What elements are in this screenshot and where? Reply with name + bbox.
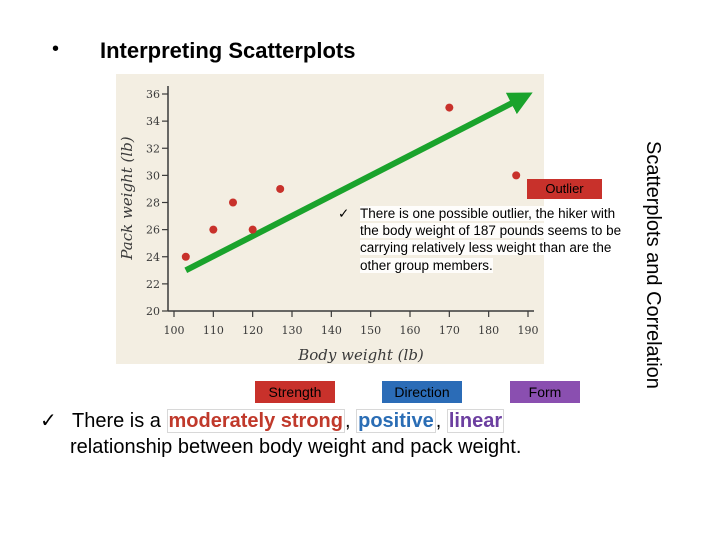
checkmark-icon: ✓ xyxy=(40,410,57,432)
data-point xyxy=(512,171,521,180)
outlier-label: Outlier xyxy=(527,179,602,199)
conclusion-line-1: There is a moderately strong, positive, … xyxy=(72,408,505,434)
slide-title: Interpreting Scatterplots xyxy=(100,38,356,63)
direction-tag: Direction xyxy=(382,381,462,403)
direction-keyword: positive xyxy=(356,409,436,433)
trend-arrow xyxy=(184,92,533,273)
comma: , xyxy=(344,410,351,432)
comma: , xyxy=(435,410,442,432)
y-tick-label: 20 xyxy=(146,305,160,318)
strength-tag: Strength xyxy=(255,381,335,403)
x-tick-label: 120 xyxy=(242,324,263,337)
data-point xyxy=(181,252,190,261)
x-tick-label: 100 xyxy=(164,324,185,337)
title-bullet: • xyxy=(52,38,60,60)
x-tick-label: 170 xyxy=(439,324,460,337)
data-point xyxy=(445,103,454,112)
x-axis-label: Body weight (lb) xyxy=(297,346,424,364)
x-tick-label: 110 xyxy=(203,324,224,337)
data-point xyxy=(248,225,257,234)
checkmark-icon: ✓ xyxy=(338,206,350,221)
y-axis-label: Pack weight (lb) xyxy=(118,136,136,260)
x-tick-label: 160 xyxy=(400,324,421,337)
form-keyword: linear xyxy=(446,409,505,433)
x-tick-label: 180 xyxy=(478,324,499,337)
y-tick-label: 36 xyxy=(146,88,160,101)
outlier-note-text: There is one possible outlier, the hiker… xyxy=(360,206,622,273)
y-tick-label: 28 xyxy=(146,197,160,210)
conclusion-line-2: relationship between body weight and pac… xyxy=(70,436,522,458)
data-point xyxy=(276,184,285,193)
strength-keyword: moderately strong xyxy=(166,409,345,433)
y-tick-label: 26 xyxy=(146,224,160,237)
y-tick-label: 34 xyxy=(146,115,160,128)
x-tick-label: 130 xyxy=(282,324,303,337)
scatterplot-chart: 20 22 24 26 28 30 32 34 36 100 110 120 130 140 150 160… xyxy=(118,86,539,364)
x-tick-label: 150 xyxy=(360,324,381,337)
y-tick-label: 32 xyxy=(146,142,160,155)
data-point xyxy=(229,198,237,207)
y-tick-label: 30 xyxy=(146,169,160,182)
conclusion-prefix: There is a xyxy=(72,410,161,432)
x-tick-label: 140 xyxy=(321,324,342,337)
side-title: Scatterplots and Correlation xyxy=(642,141,664,389)
y-tick-label: 22 xyxy=(146,278,160,291)
form-tag: Form xyxy=(510,381,580,403)
x-tick-label: 190 xyxy=(518,324,539,337)
outlier-note: ✓ There is one possible outlier, the hik… xyxy=(338,205,634,274)
data-point xyxy=(209,225,218,234)
y-tick-label: 24 xyxy=(146,251,160,264)
